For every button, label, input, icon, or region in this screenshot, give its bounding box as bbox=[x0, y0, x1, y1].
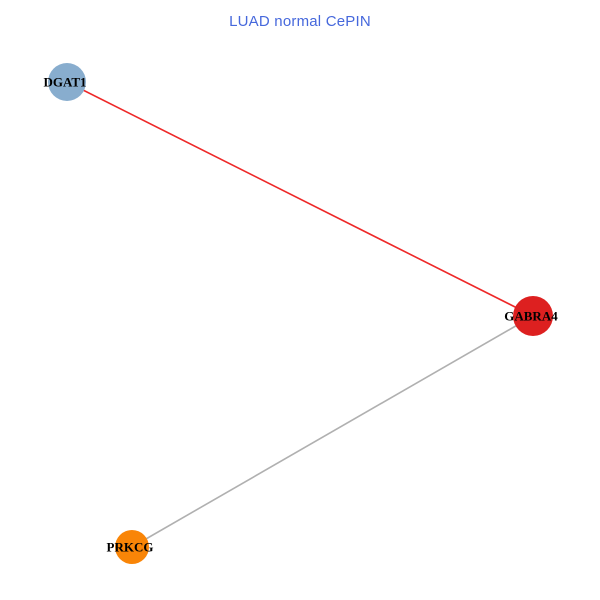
node-label-dgat1: DGAT1 bbox=[43, 75, 86, 90]
node-gabra4 bbox=[513, 296, 553, 336]
node-prkcg bbox=[115, 530, 149, 564]
plot-title: LUAD normal CePIN bbox=[229, 13, 371, 30]
node-label-gabra4: GABRA4 bbox=[504, 309, 558, 324]
node-label-prkcg: PRKCG bbox=[107, 540, 154, 555]
node-dgat1 bbox=[48, 63, 86, 101]
edge-gabra4-prkcg bbox=[131, 315, 534, 548]
edge-dgat1-gabra4 bbox=[66, 81, 534, 317]
